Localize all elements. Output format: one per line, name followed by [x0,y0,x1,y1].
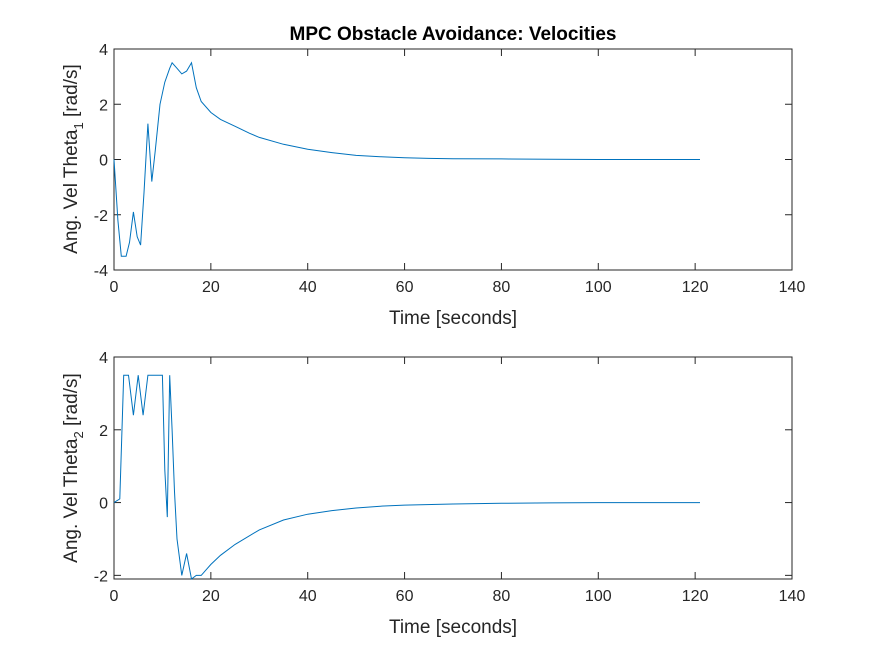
series-line-theta1 [113,61,700,257]
axis-ticks-top: 0 20 40 60 80 100 120 140 -4 -2 0 2 4 [94,42,806,296]
y-tick-label: 4 [99,42,108,59]
x-axis-label-bottom: Time [seconds] [389,617,517,638]
y-tick-label: 2 [99,423,108,440]
x-tick-label: 80 [493,588,511,605]
x-tick-label: 60 [396,588,414,605]
x-tick-label: 100 [585,279,612,296]
x-tick-label: 0 [110,279,119,296]
x-tick-label: 40 [299,588,317,605]
x-tick-label: 60 [396,279,414,296]
y-tick-label: 0 [99,496,108,513]
y-tick-label: 4 [99,350,108,367]
x-tick-label: 140 [779,279,806,296]
x-tick-label: 140 [779,588,806,605]
plot-area-bottom [113,356,793,580]
y-axis-label-top: Ang. Vel Theta1 [rad/s] [61,64,86,254]
y-tick-label: -4 [94,263,108,280]
y-tick-label: 0 [99,153,108,170]
y-tick-label: -2 [94,208,108,225]
series-line-theta2 [113,374,700,580]
x-tick-label: 120 [682,588,709,605]
y-tick-label: 2 [99,97,108,114]
x-tick-label: 100 [585,588,612,605]
chart-top: MPC Obstacle Avoidance: Velocities 0 20 40… [61,24,805,329]
x-tick-label: 20 [202,588,220,605]
x-tick-label: 40 [299,279,317,296]
x-tick-label: 120 [682,279,709,296]
y-axis-label-bottom: Ang. Vel Theta2 [rad/s] [61,373,86,563]
x-tick-label: 80 [493,279,511,296]
x-tick-label: 0 [110,588,119,605]
chart-title: MPC Obstacle Avoidance: Velocities [290,24,617,45]
y-tick-label: -2 [94,568,108,585]
x-tick-label: 20 [202,279,220,296]
x-axis-label-top: Time [seconds] [389,308,517,329]
